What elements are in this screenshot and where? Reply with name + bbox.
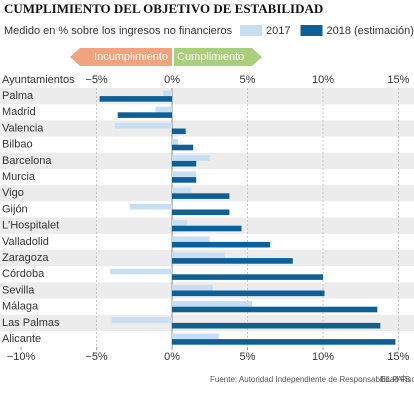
y-tick-label: Murcia (2, 171, 36, 183)
bar (129, 203, 173, 210)
y-tick-label: Barcelona (2, 155, 52, 167)
bar (172, 258, 293, 264)
x-tick-label: −5% (85, 351, 108, 363)
bar (172, 274, 323, 280)
y-tick-label: Las Palmas (2, 317, 60, 329)
y-tick-label: Palma (2, 90, 34, 102)
bar (172, 144, 194, 151)
y-tick-label: Córdoba (2, 268, 45, 280)
bar (172, 306, 378, 313)
legend-label: 2017 (266, 25, 290, 37)
bar (99, 96, 173, 102)
bar (172, 284, 213, 291)
y-tick-label: Madrid (2, 106, 36, 118)
bar (172, 139, 179, 145)
legend-label: 2018 (estimación) (326, 25, 413, 37)
bar (114, 122, 173, 129)
x-tick-label: 0% (164, 351, 180, 363)
y-tick-label: Bilbao (2, 139, 33, 151)
bar (172, 322, 381, 329)
chart-title: CUMPLIMIENTO DEL OBJETIVO DE ESTABILIDAD (4, 1, 323, 16)
y-tick-label: Vigo (2, 187, 24, 199)
bar (172, 155, 210, 161)
bar (172, 339, 396, 345)
x-tick-label: 15% (387, 74, 409, 86)
bar (172, 333, 219, 340)
bar (172, 236, 210, 242)
legend-swatch (300, 25, 323, 36)
bar (172, 171, 197, 178)
y-tick-label: Gijón (2, 203, 28, 215)
annotation: Incumplimiento (94, 51, 168, 63)
x-tick-label: −5% (85, 74, 108, 86)
x-tick-label: 5% (240, 351, 256, 363)
y-tick-label: Sevilla (2, 284, 35, 296)
bar (172, 225, 242, 232)
bar (117, 112, 173, 118)
x-tick-label: 5% (240, 74, 256, 86)
credit: EL PAÍS (381, 375, 410, 384)
y-tick-label: Valladolid (2, 236, 49, 248)
row-stripe (0, 88, 414, 105)
bar (172, 187, 192, 194)
row-stripe (0, 185, 414, 202)
bar (172, 160, 197, 167)
bar (162, 90, 173, 97)
x-tick-label: −10% (7, 351, 36, 363)
y-tick-label: Alicante (2, 333, 41, 345)
arrow-negative (70, 48, 172, 66)
x-tick-label: 15% (387, 351, 409, 363)
bar (155, 106, 173, 113)
y-tick-label: Valencia (2, 122, 44, 134)
arrow-positive (174, 48, 262, 66)
x-tick-label: 10% (312, 351, 334, 363)
annotation: Cumplimiento (177, 51, 244, 63)
bar (172, 241, 271, 248)
y-tick-label: L'Hospitalet (2, 220, 59, 232)
legend-swatch (240, 25, 262, 36)
bar (172, 220, 188, 226)
chart-subtitle: Medido en % sobre los ingresos no financ… (4, 25, 233, 37)
bar (172, 252, 225, 259)
y-tick-label: Málaga (2, 301, 39, 313)
bar (172, 209, 230, 216)
bar (172, 128, 186, 135)
bar (172, 177, 197, 183)
bar (172, 193, 230, 199)
row-stripe (0, 120, 414, 137)
bar (111, 317, 173, 323)
y-tick-label: Zaragoza (2, 252, 49, 264)
x-tick-label: 10% (312, 74, 334, 86)
x-tick-label: 0% (164, 74, 180, 86)
bar (172, 290, 325, 297)
source: Fuente: Autoridad Independiente de Respo… (210, 375, 414, 384)
category-axis-label: Ayuntamientos (2, 74, 75, 86)
bar (110, 268, 173, 275)
bar (172, 301, 253, 307)
